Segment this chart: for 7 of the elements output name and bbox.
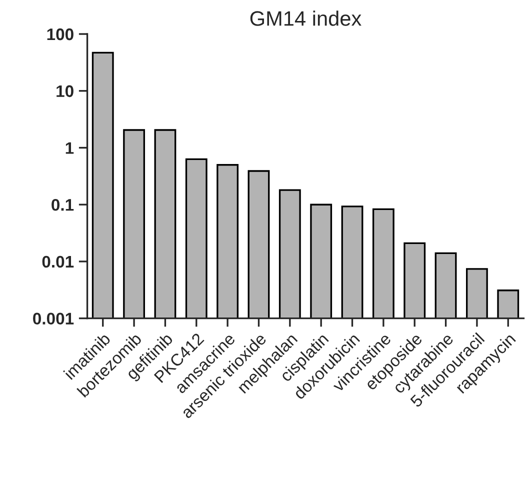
y-tick-label: 0.1	[52, 199, 74, 211]
y-tick-label: 0.001	[33, 312, 74, 325]
y-tick-label: 10	[56, 85, 74, 98]
y-tick-label: 0.01	[42, 256, 74, 268]
y-tick-label: 1	[66, 142, 74, 154]
chart-title: GM14 index	[250, 10, 362, 26]
y-tick-label: 100	[47, 28, 74, 40]
